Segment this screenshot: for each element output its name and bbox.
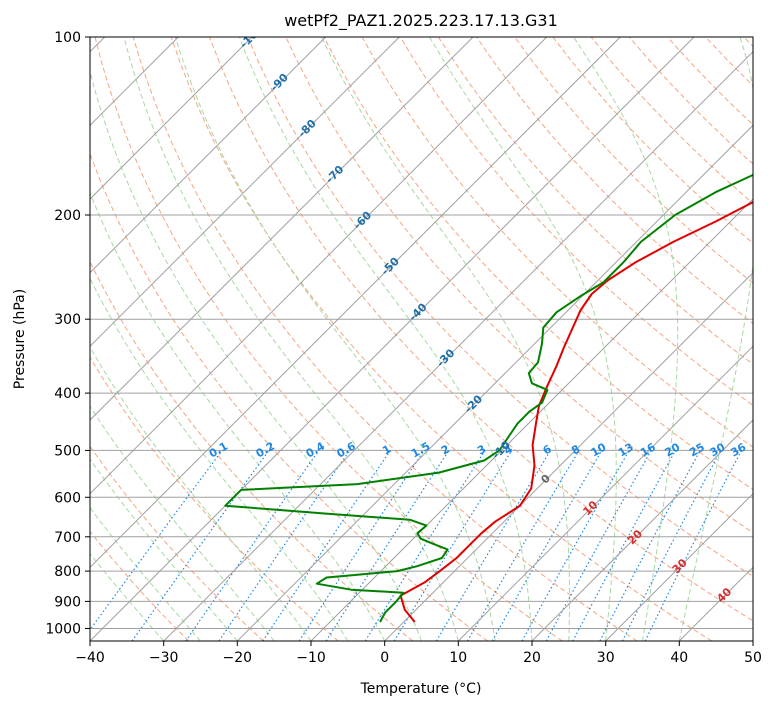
moist-adiabat-line [123,37,459,641]
moist-adiabat-line [678,37,753,641]
dry-adiabat-line [90,530,190,641]
dry-adiabat-line [323,37,753,491]
dewpoint-line [224,173,753,623]
y-tick-label: 100 [54,30,81,46]
mixing-ratio-line [393,450,513,641]
y-axis-ticks: 1000 900 800 700 600 500 400 300 200 100 [45,30,90,638]
x-axis-title: Temperature (°C) [360,681,482,697]
y-tick-label: 900 [54,594,81,610]
isotherm-line [90,37,253,200]
y-tick-label: 600 [54,490,81,506]
mixing-ratio-line [90,450,223,631]
y-tick-label: 500 [54,443,81,459]
y-tick-label: 400 [54,386,81,402]
isotherm-line [90,37,621,569]
x-tick-label: −10 [296,650,326,666]
isotherm-line [384,271,753,641]
dry-adiabat-line [90,356,339,641]
isotherm-line [310,198,753,641]
x-tick-label: 30 [597,650,615,666]
dry-adiabat-line [437,37,753,365]
moist-adiabat-line [573,37,679,641]
x-tick-label: −30 [149,650,179,666]
profiles [224,173,753,623]
isotherm-line [605,492,753,641]
dry-adiabat-line [170,37,712,641]
x-axis-ticks: −40 −30 −20 −10 0 10 20 30 40 50 [75,641,762,666]
moist-adiabat-line [238,37,533,641]
mixing-ratio-lines [90,450,743,641]
mixing-ratio-line [621,450,722,641]
isotherm-line [457,345,753,641]
dry-adiabat-line [132,37,638,641]
moist-adiabat-line [174,37,496,641]
x-tick-label: 40 [670,650,688,666]
mixing-ratio-line [521,450,630,641]
moist-adiabat-line [429,37,617,641]
dry-adiabat-line [94,37,563,641]
isotherm-line [90,37,548,495]
isotherm-line [90,37,474,421]
dry-adiabat-line [514,37,753,284]
isotherm-line [531,419,753,641]
x-tick-label: −40 [75,650,105,666]
skewed-isotherms [90,37,753,641]
y-tick-label: 200 [54,208,81,224]
x-tick-label: 0 [380,650,389,666]
dry-adiabat-line [209,37,753,622]
isotherm-line [236,124,753,641]
x-tick-label: −20 [223,650,253,666]
y-tick-label: 1000 [45,622,81,638]
y-tick-label: 700 [54,530,81,546]
chart-title: wetPf2_PAZ1.2025.223.17.13.G31 [284,11,558,31]
plot-frame [89,36,754,642]
mixing-ratio-line [545,450,652,641]
isotherm-line [90,37,695,641]
moist-adiabat-line [90,277,349,641]
mixing-ratio-line [644,450,743,641]
moist-adiabat-line [90,191,386,641]
x-tick-label: 20 [523,650,541,666]
plot-area: 0.10.20.40.611.52346810131620253036-100-… [90,37,753,641]
moist-adiabat-line [90,69,422,641]
isotherm-line [163,50,753,641]
mixing-ratio-line [185,450,320,641]
isotherm-line [90,37,327,274]
mixing-ratio-line [325,450,450,641]
dry-adiabat-line [247,37,753,577]
mixing-ratio-line [572,450,677,641]
x-tick-label: 10 [449,650,467,666]
dry-adiabat-line [90,445,264,641]
mixing-ratio-line [298,450,425,641]
y-tick-label: 800 [54,564,81,580]
moist-adiabat-line [90,458,238,641]
y-axis-title: Pressure (hPa) [12,289,28,389]
mixing-ratio-line [218,450,351,641]
mixing-ratio-line [262,450,391,641]
pressure-gridlines [90,37,753,629]
y-tick-label: 300 [54,312,81,328]
isotherm-line [90,37,400,348]
temperature-line [399,201,753,623]
x-tick-label: 50 [744,650,762,666]
moist-adiabat-line [90,405,275,641]
dry-adiabat-line [90,152,488,641]
dry-adiabat-line [399,37,753,407]
moist-adiabat-line [321,37,571,641]
